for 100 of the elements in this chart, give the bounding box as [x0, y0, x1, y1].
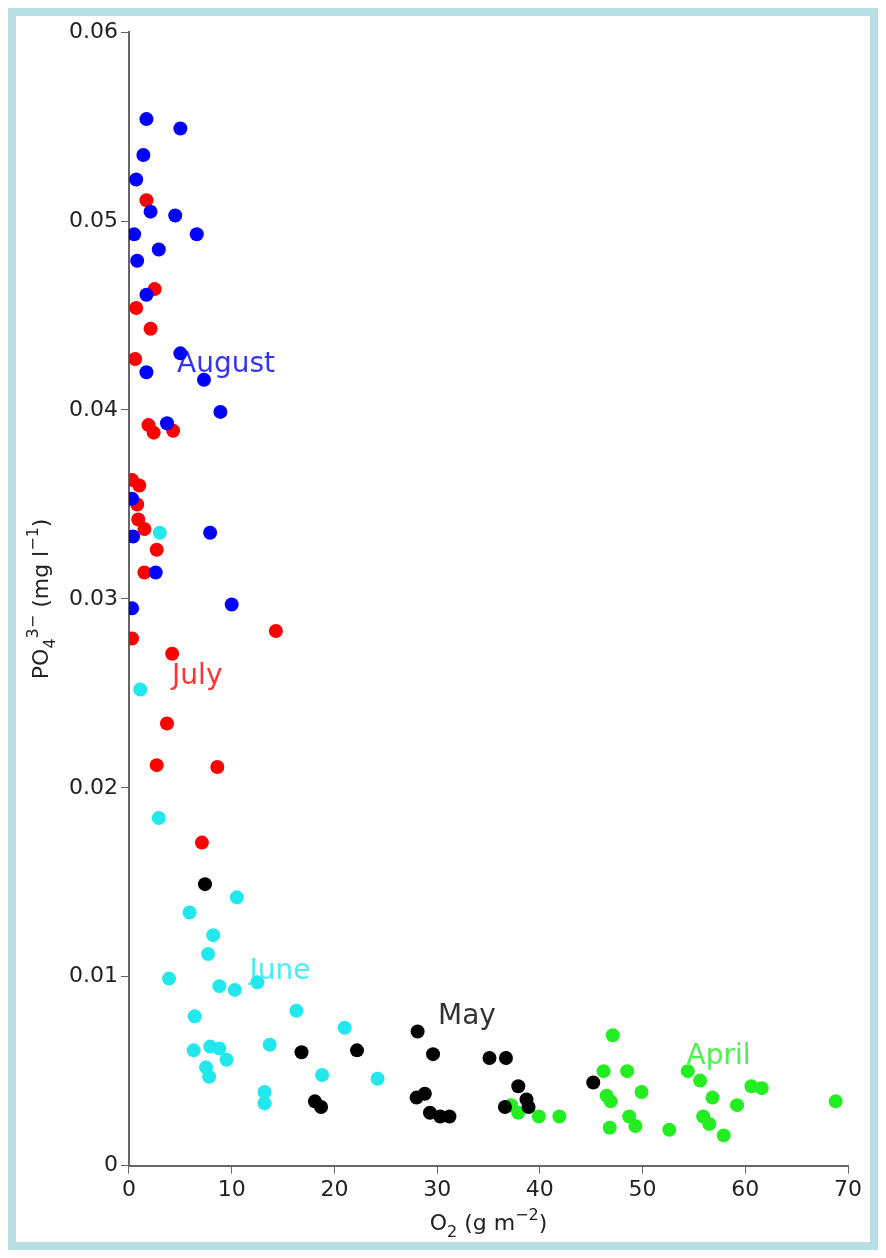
point — [702, 1117, 717, 1132]
point — [136, 147, 151, 162]
x-tick-label: 40 — [525, 1175, 554, 1201]
point — [315, 1067, 330, 1082]
point — [162, 971, 177, 986]
point — [350, 1043, 365, 1058]
point — [139, 287, 154, 302]
point — [602, 1120, 617, 1135]
point — [754, 1081, 769, 1096]
point — [139, 112, 154, 127]
point — [294, 1045, 309, 1060]
point — [442, 1109, 457, 1124]
point — [426, 1047, 441, 1062]
point — [201, 947, 216, 962]
point — [605, 1028, 620, 1043]
point — [586, 1075, 601, 1090]
point — [224, 597, 239, 612]
point — [168, 208, 183, 223]
point — [151, 242, 166, 257]
point — [189, 227, 204, 242]
point — [314, 1100, 329, 1115]
point — [262, 1037, 277, 1052]
point — [187, 1009, 202, 1024]
point — [410, 1024, 425, 1039]
point — [137, 522, 152, 537]
point — [628, 1118, 643, 1133]
y-tick-label: 0.02 — [69, 773, 118, 799]
annotation: April — [686, 1037, 751, 1071]
point — [257, 1096, 272, 1111]
point — [206, 928, 221, 943]
point — [705, 1090, 720, 1105]
x-tick-label: 50 — [628, 1175, 657, 1201]
y-tick-label: 0.05 — [69, 206, 118, 232]
point — [132, 478, 147, 493]
point — [202, 1069, 217, 1084]
point — [497, 1100, 512, 1115]
point — [148, 565, 163, 580]
annotation: August — [177, 346, 276, 380]
y-axis-title: PO43− (mg l−1) — [23, 518, 59, 680]
point — [213, 404, 228, 419]
point — [212, 979, 227, 994]
point — [370, 1071, 385, 1086]
point — [596, 1064, 611, 1079]
point — [143, 321, 158, 336]
annotation: July — [170, 657, 223, 691]
x-tick-label: 30 — [423, 1175, 452, 1201]
point — [146, 425, 161, 440]
y-tick-label: 0.03 — [69, 584, 118, 610]
point — [730, 1098, 745, 1113]
point — [173, 121, 188, 136]
point — [337, 1020, 352, 1035]
point — [159, 716, 174, 731]
point — [268, 624, 283, 639]
point — [139, 193, 154, 208]
y-tick-label: 0 — [103, 1151, 118, 1177]
point — [182, 905, 197, 920]
point — [139, 365, 154, 380]
y-tick-label: 0.01 — [69, 962, 118, 988]
point — [159, 416, 174, 431]
point — [130, 253, 145, 268]
x-tick-label: 10 — [217, 1175, 246, 1201]
point — [693, 1073, 708, 1088]
point — [511, 1079, 526, 1094]
point — [198, 877, 212, 892]
point — [716, 1128, 731, 1143]
x-tick-label: 60 — [731, 1175, 760, 1201]
point — [133, 682, 148, 697]
point — [149, 542, 164, 557]
x-tick-label: 0 — [121, 1175, 136, 1201]
point — [203, 525, 218, 540]
point — [149, 758, 164, 773]
point — [482, 1050, 497, 1065]
point — [194, 835, 209, 850]
point — [128, 529, 141, 544]
point — [186, 1043, 201, 1058]
annotation: May — [437, 997, 496, 1031]
point — [129, 172, 144, 187]
point — [552, 1109, 567, 1124]
point — [227, 982, 242, 997]
y-tick-label: 0.06 — [69, 17, 118, 43]
x-tick-label: 70 — [834, 1175, 862, 1201]
point — [531, 1109, 546, 1124]
point — [662, 1122, 677, 1137]
point — [603, 1094, 618, 1109]
x-tick-label: 20 — [320, 1175, 349, 1201]
y-tick-label: 0.04 — [69, 395, 118, 421]
point — [151, 811, 166, 826]
point — [620, 1064, 635, 1079]
point — [152, 525, 167, 540]
point — [129, 300, 144, 315]
point — [289, 1003, 304, 1018]
point — [210, 760, 225, 775]
point — [521, 1100, 536, 1115]
point — [229, 890, 244, 905]
point — [498, 1050, 513, 1065]
point — [219, 1052, 234, 1067]
point — [128, 227, 142, 242]
point — [828, 1094, 843, 1109]
point — [212, 1041, 227, 1056]
annotation: June — [247, 952, 311, 986]
